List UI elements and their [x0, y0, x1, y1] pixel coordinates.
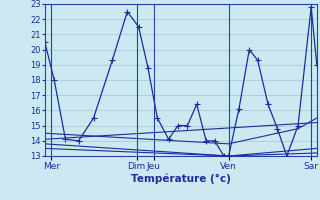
X-axis label: Température (°c): Température (°c)	[131, 173, 231, 184]
